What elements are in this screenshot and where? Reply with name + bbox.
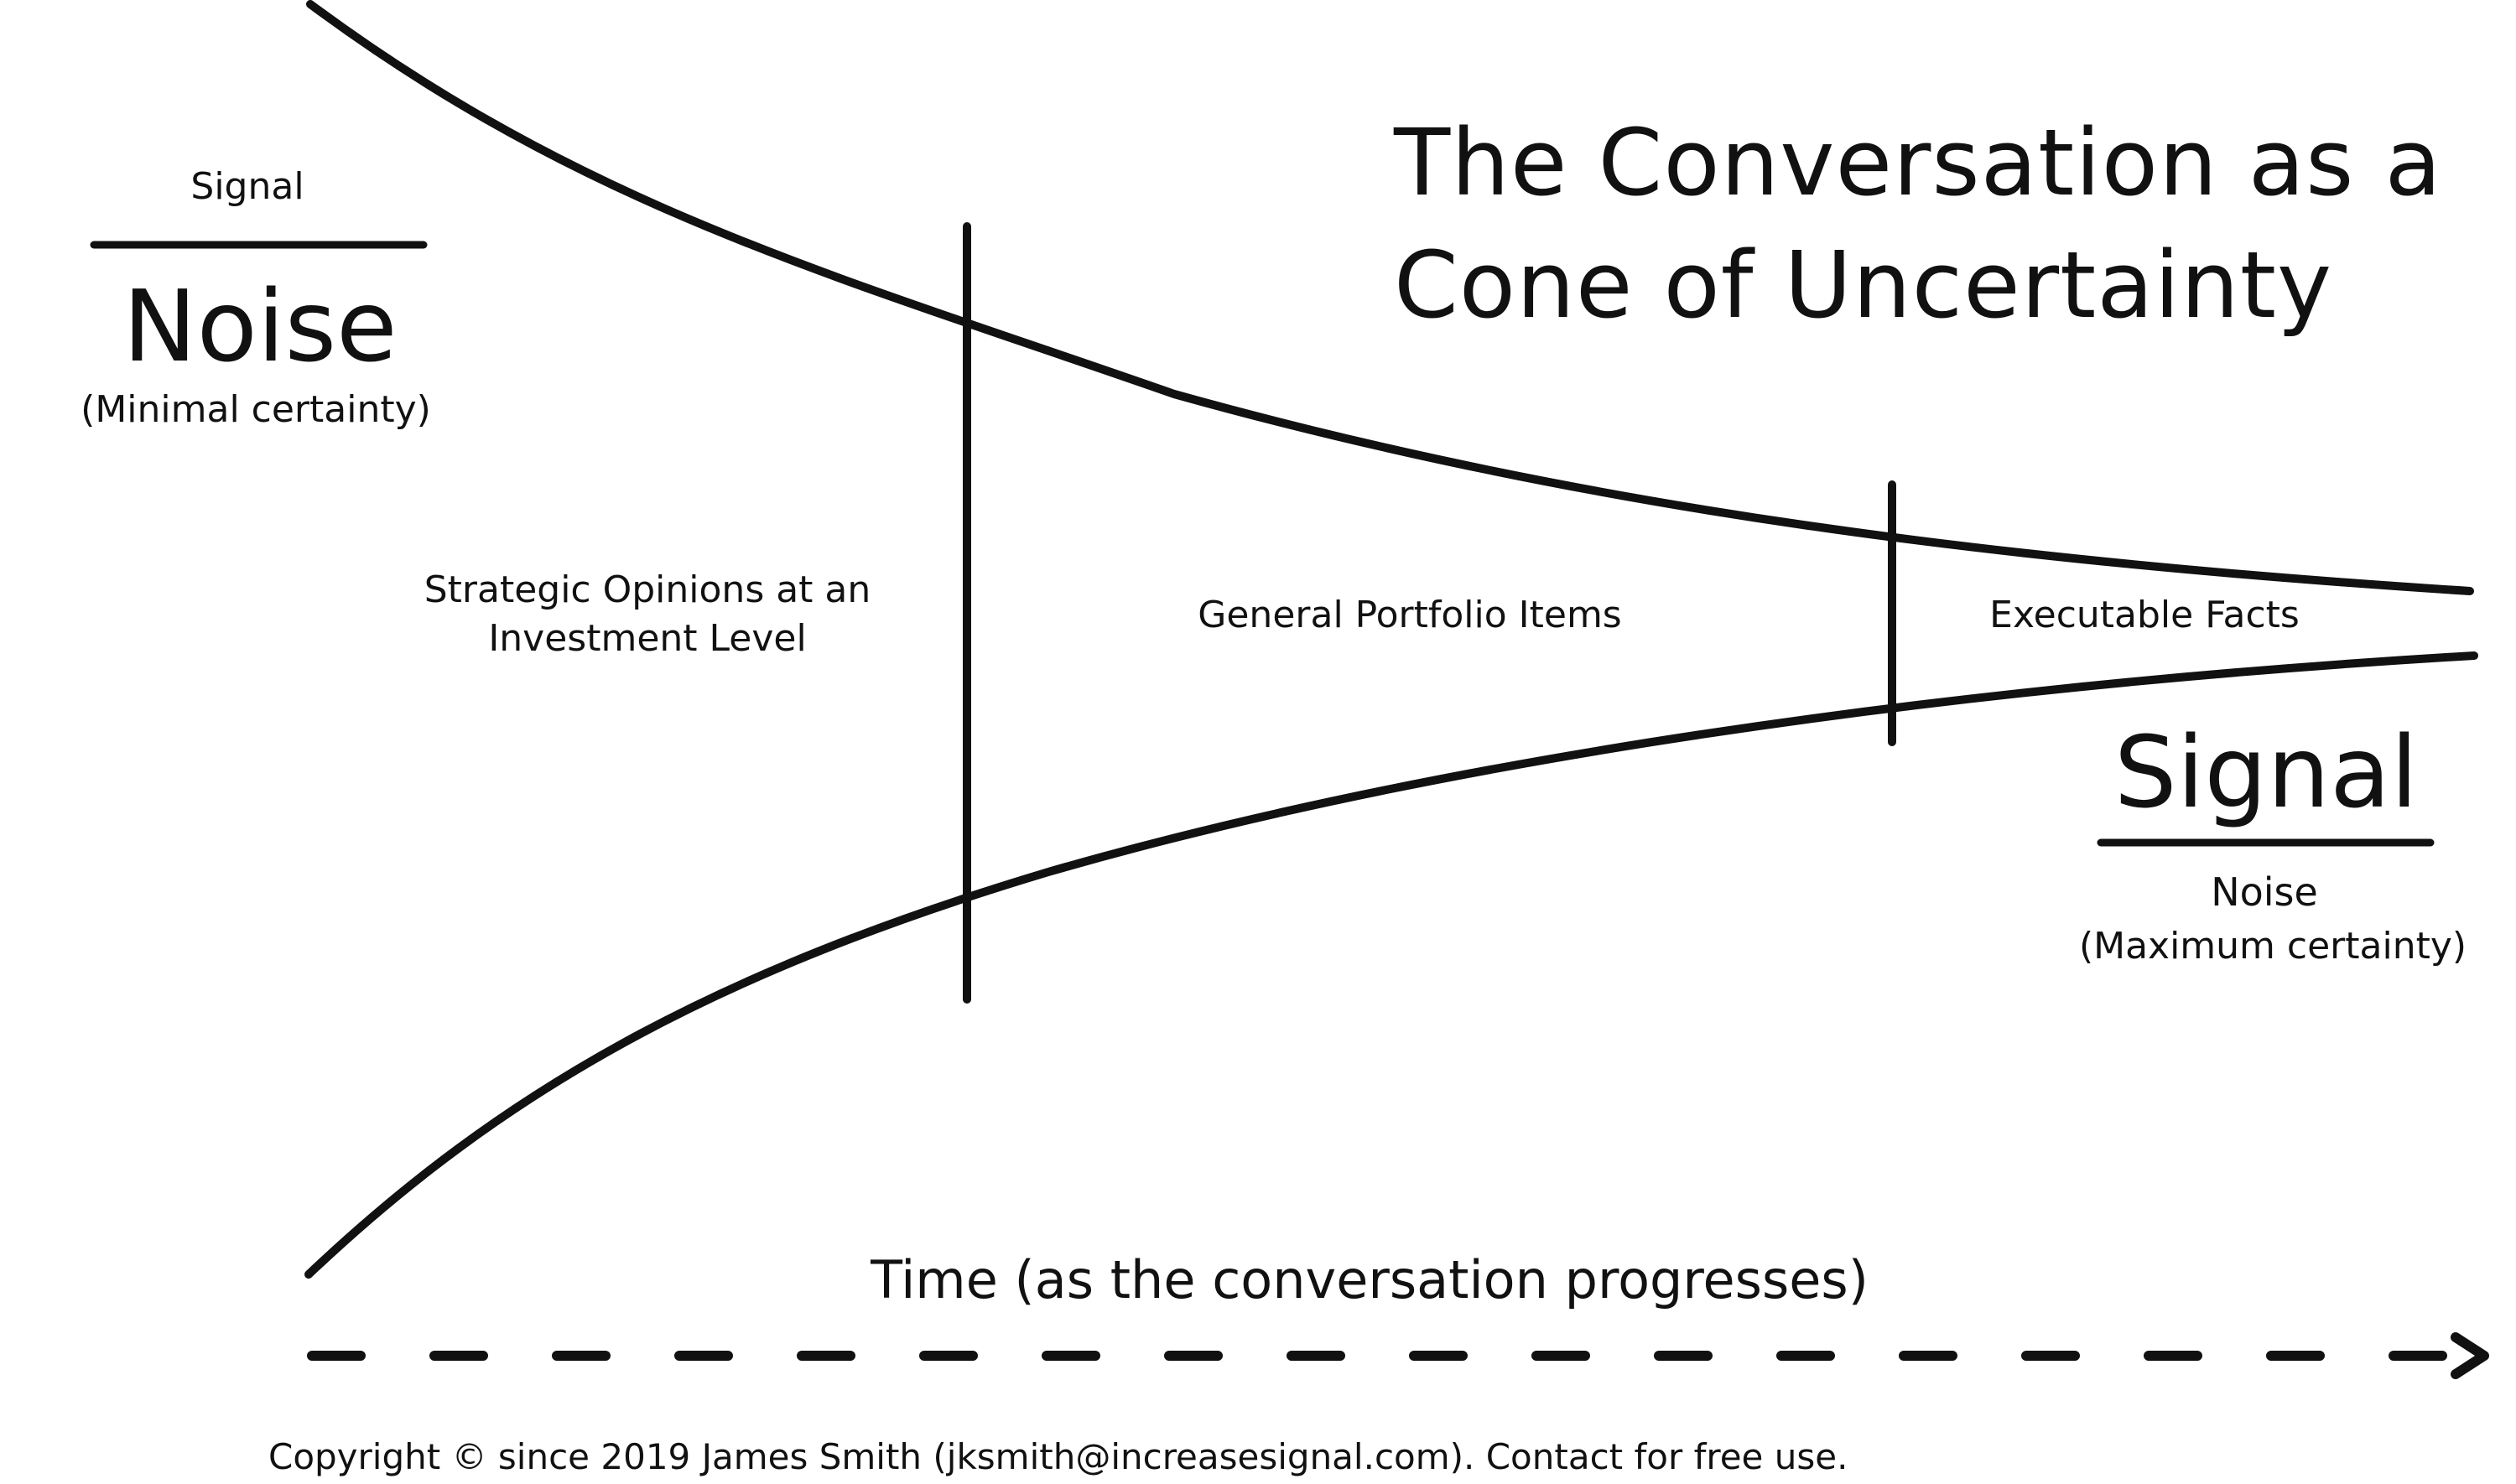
right-ratio-denominator: Noise [2211,869,2318,915]
cone-upper-boundary [306,0,2474,595]
title-line-2: Cone of Uncertainty [1394,231,2332,339]
copyright-notice: Copyright © since 2019 James Smith (jksm… [268,1436,1848,1477]
region-portfolio: General Portfolio Items [1198,594,1621,636]
right-ratio-numerator: Signal [2114,714,2418,830]
time-axis-label: Time (as the conversation progresses) [870,1249,1869,1310]
left-ratio-caption: (Minimal certainty) [81,388,431,431]
cone-lower-boundary [304,651,2478,1279]
left-ratio-numerator: Signal [190,165,304,208]
title-line-1: The Conversation as a [1393,109,2442,216]
region-strategic-line-1: Strategic Opinions at an [424,568,871,611]
left-ratio-denominator: Noise [122,268,397,384]
time-axis-arrowhead [2451,1332,2489,1379]
region-strategic-line-2: Investment Level [488,617,806,660]
right-ratio-caption: (Maximum certainty) [2079,925,2467,968]
region-executable: Executable Facts [1989,594,2300,636]
